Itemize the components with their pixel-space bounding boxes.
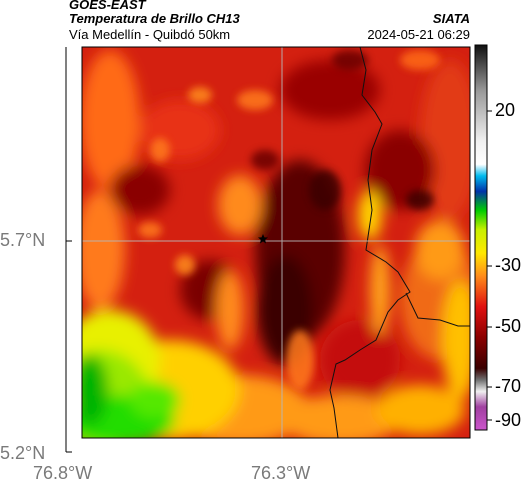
- colorbar-tick-minus30: -30: [495, 255, 522, 275]
- country-borders: [329, 47, 470, 438]
- colorbar-tick-minus70: -70: [495, 376, 522, 396]
- datetime-label: 2024-05-21 06:29: [367, 27, 470, 42]
- lat-label-5-7: 5.7°N: [0, 230, 46, 250]
- region-subtitle: Vía Medellín - Quibdó 50km: [69, 27, 231, 42]
- lon-label-76-3: 76.3°W: [251, 463, 311, 483]
- product-title: Temperatura de Brillo CH13: [69, 11, 240, 26]
- colorbar-tick-minus50: -50: [495, 316, 522, 336]
- colorbar-tick-20: 20: [495, 100, 516, 120]
- star-icon: [258, 234, 268, 244]
- axis-ticks: [65, 47, 72, 453]
- satellite-title: GOES-EAST: [69, 0, 146, 12]
- colorbar-tick-minus90: -90: [495, 410, 522, 430]
- colorbar: [474, 44, 492, 431]
- source-label: SIATA: [432, 11, 470, 26]
- map-frame: [81, 46, 471, 439]
- lat-label-5-2: 5.2°N: [0, 443, 46, 463]
- lon-label-76-8: 76.8°W: [33, 463, 93, 483]
- temperature-field: [82, 47, 470, 438]
- graticule: [82, 47, 470, 438]
